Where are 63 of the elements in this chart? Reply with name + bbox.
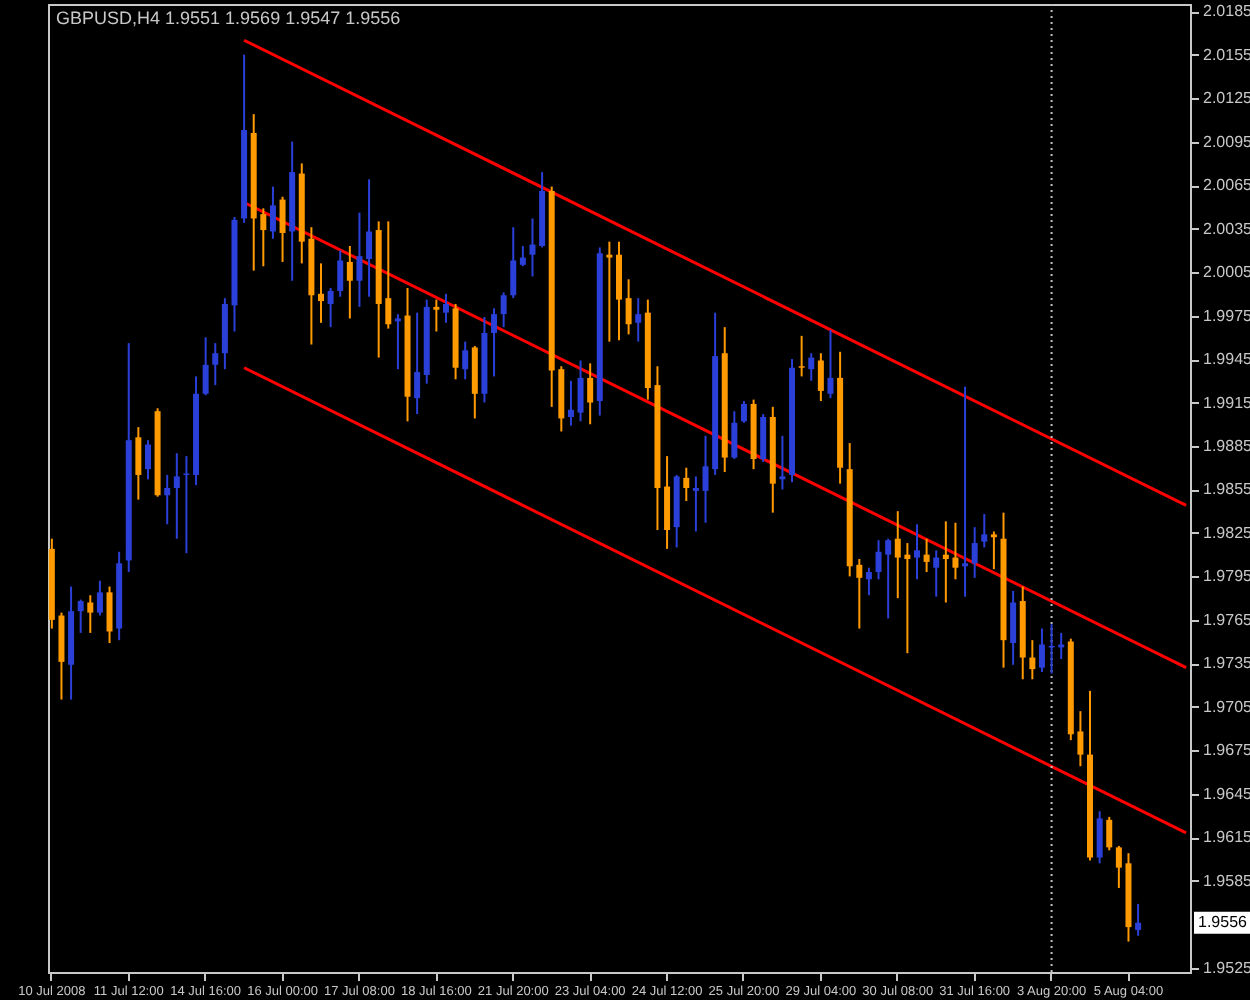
candlestick — [808, 352, 815, 382]
candlestick — [164, 473, 171, 526]
candlestick — [798, 334, 805, 378]
candlestick — [394, 313, 401, 371]
candlestick — [269, 185, 276, 240]
candlestick — [96, 579, 103, 617]
candlestick — [1038, 627, 1045, 674]
candlestick — [346, 245, 353, 320]
candlestick — [462, 340, 469, 381]
candlestick — [414, 311, 421, 416]
candlestick — [731, 410, 738, 461]
candlestick — [491, 307, 498, 378]
candlestick — [1135, 902, 1142, 937]
candlestick — [337, 249, 344, 298]
candlestick — [1010, 589, 1017, 666]
candlestick — [135, 426, 142, 501]
candlestick — [327, 287, 334, 329]
candlestick — [865, 566, 872, 597]
candlestick — [202, 336, 209, 397]
candlestick — [616, 240, 622, 342]
candlestick — [817, 352, 824, 403]
candlestick — [442, 292, 449, 324]
candlestick — [971, 526, 978, 579]
candlestick — [106, 585, 113, 645]
chart-title: GBPUSD,H4 1.9551 1.9569 1.9547 1.9556 — [56, 8, 401, 28]
candlestick — [1029, 639, 1036, 681]
candlestick — [692, 475, 699, 533]
candlestick — [577, 359, 584, 423]
candlestick — [990, 530, 997, 571]
candlestick — [1106, 815, 1113, 852]
candlestick — [606, 240, 613, 343]
candlestick — [567, 379, 574, 427]
candlestick — [510, 226, 517, 300]
candlestick — [587, 362, 594, 426]
candlestick — [519, 245, 526, 268]
candlestick — [1096, 810, 1103, 865]
candlestick — [471, 344, 478, 420]
candlestick — [779, 434, 786, 491]
candlestick — [87, 594, 94, 634]
candlestick — [366, 178, 373, 298]
candlestick — [500, 291, 507, 329]
candlestick — [635, 297, 642, 343]
candlestick — [760, 413, 767, 463]
candlestick — [914, 523, 920, 581]
candlestick — [923, 537, 930, 574]
candlestick — [433, 298, 440, 333]
candlestick — [625, 278, 632, 336]
candlestick — [981, 513, 988, 549]
candlestick — [144, 439, 151, 481]
candlestick — [827, 329, 834, 400]
candlestick — [683, 466, 690, 503]
candlestick — [279, 195, 286, 263]
candlestick — [962, 385, 969, 598]
candlestick — [740, 400, 747, 424]
candlestick — [356, 211, 363, 308]
candlestick — [664, 455, 671, 550]
candlestick — [173, 452, 180, 540]
candlestick — [318, 262, 324, 324]
candlestick — [529, 217, 536, 278]
candlestick — [77, 598, 84, 634]
candlestick — [933, 549, 940, 598]
annotation: 1.9556 — [1198, 912, 1249, 931]
candlestick — [212, 342, 219, 387]
